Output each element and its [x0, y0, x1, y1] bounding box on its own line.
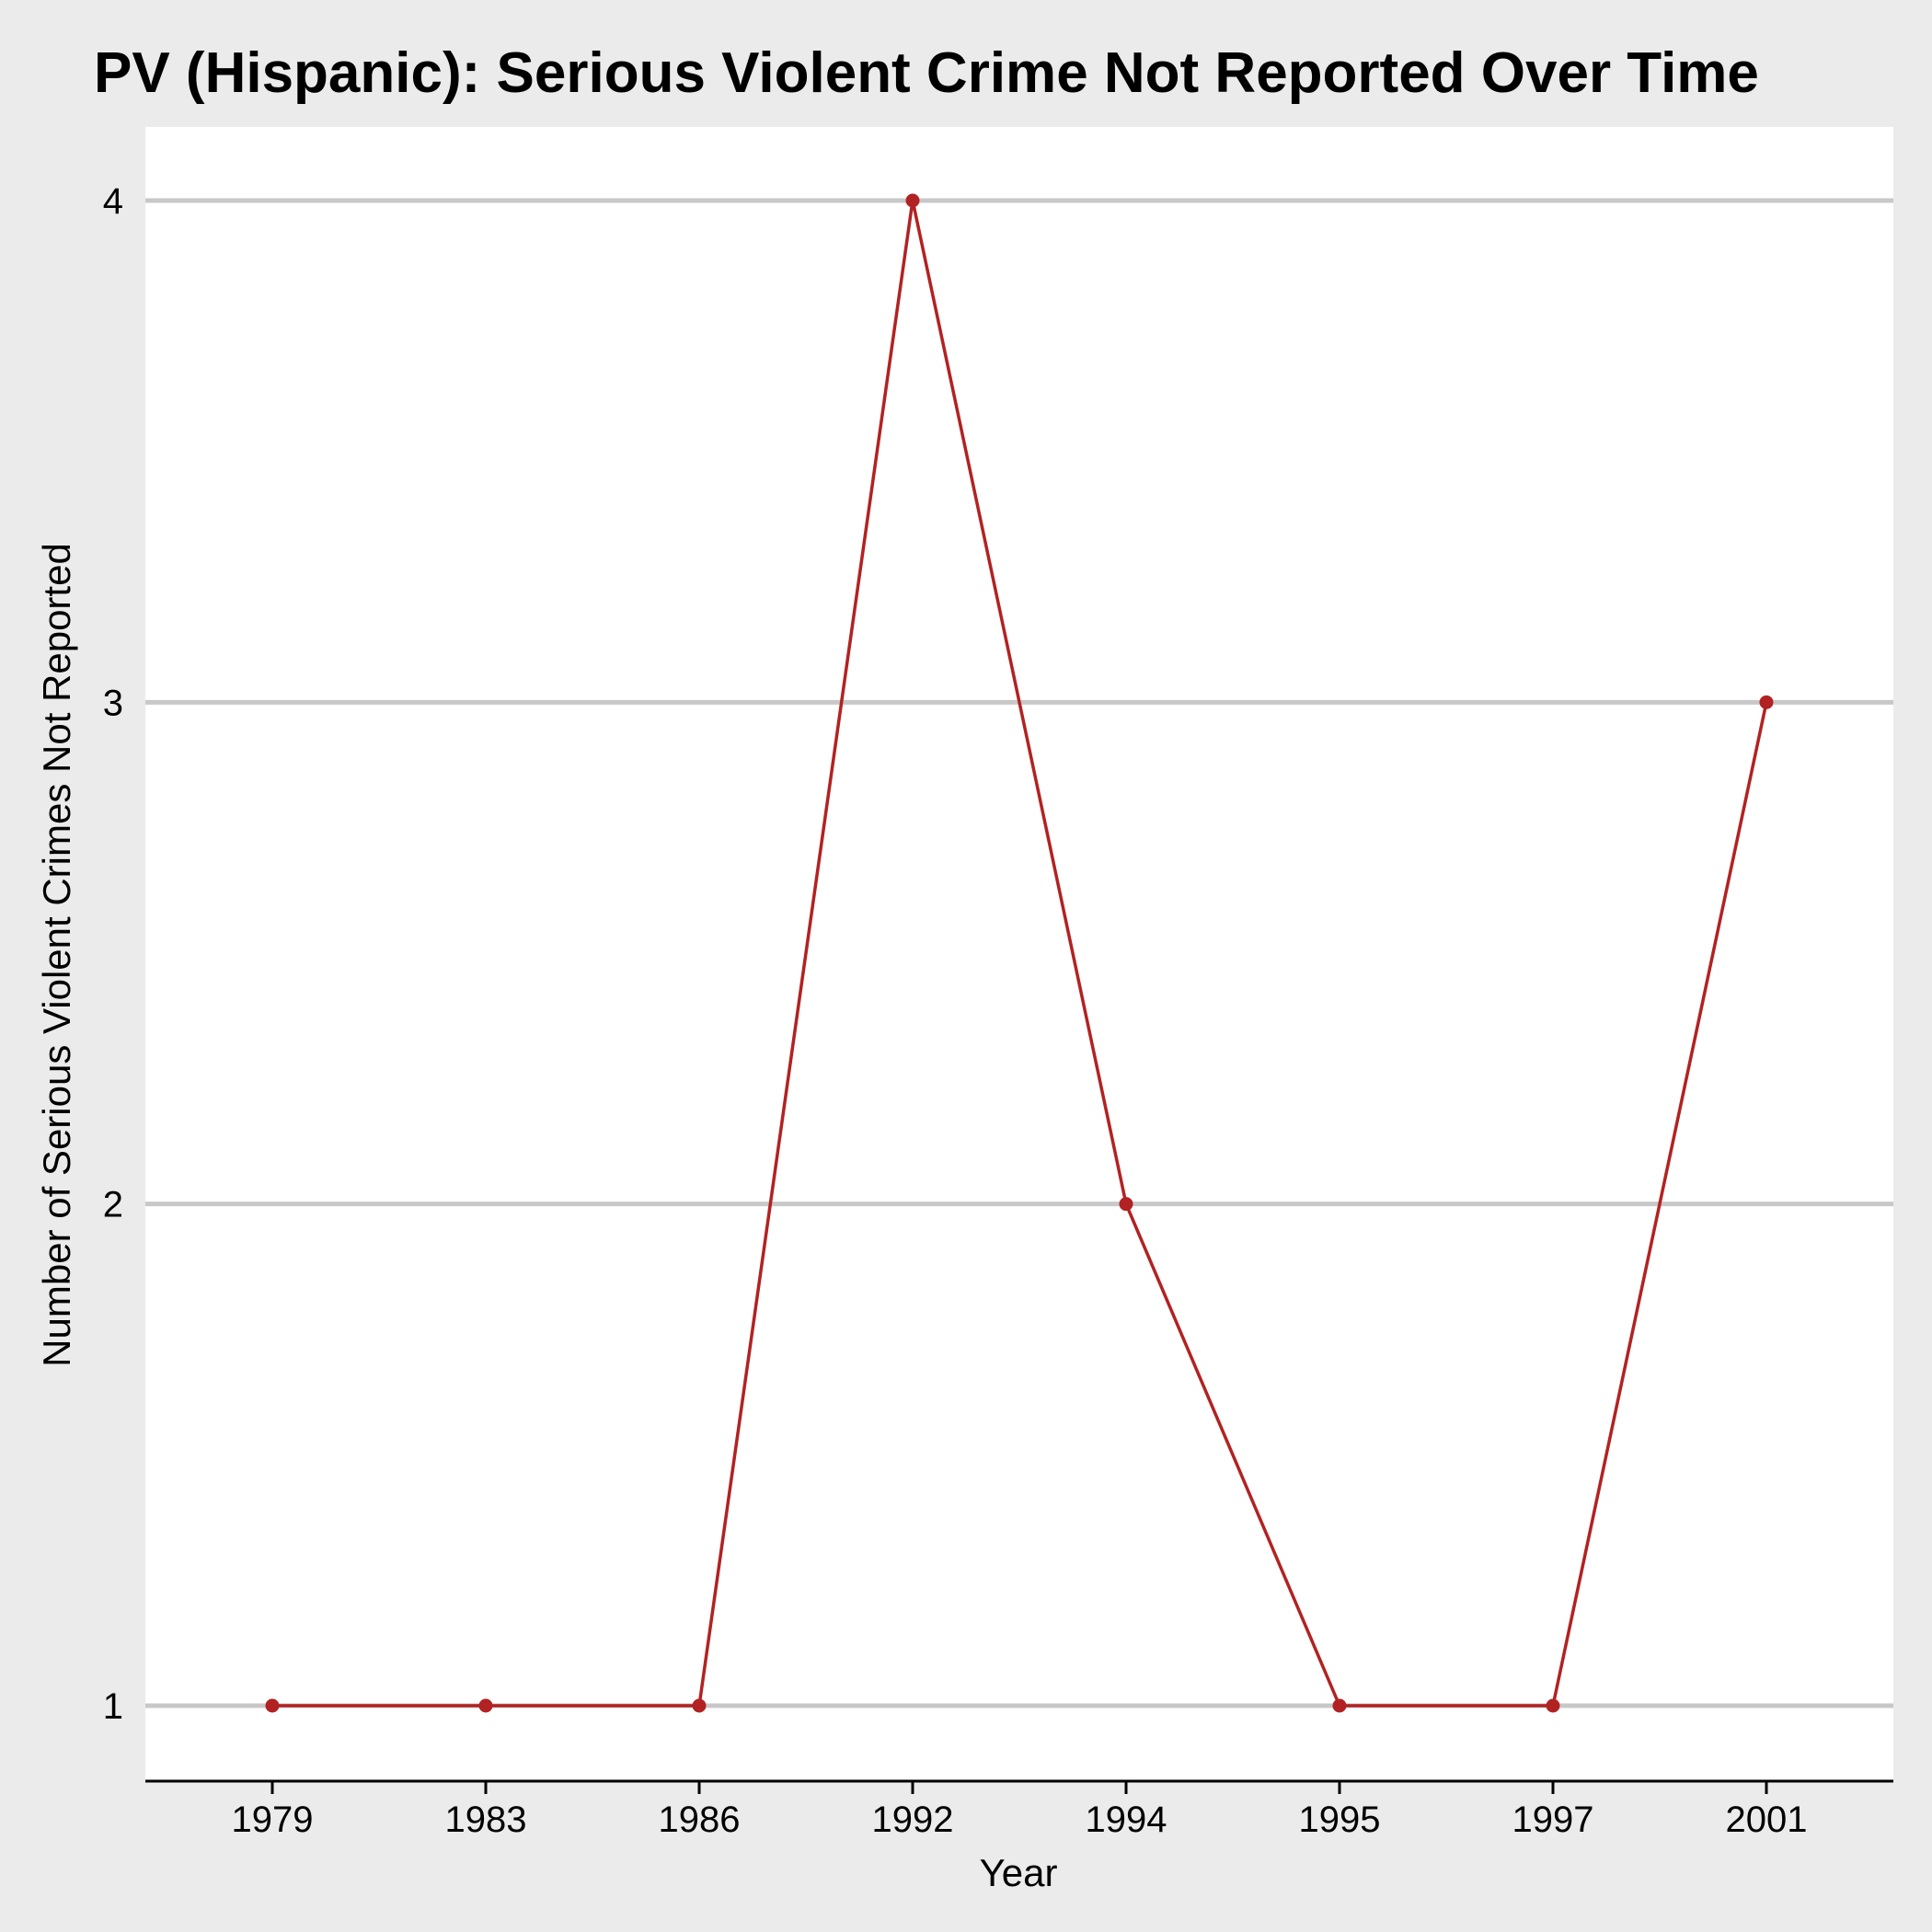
- data-point-1983: [478, 1698, 493, 1713]
- x-tick-label-1979: 1979: [232, 1800, 314, 1840]
- series-group: [265, 193, 1774, 1713]
- y-tick-label-4: 4: [103, 181, 123, 222]
- x-tick-label-1994: 1994: [1086, 1800, 1167, 1840]
- x-tick-label-1983: 1983: [445, 1800, 527, 1840]
- x-tick-label-2001: 2001: [1726, 1800, 1808, 1840]
- x-axis: [145, 1779, 1893, 1794]
- y-axis-ticks: 1 2 3 4: [103, 181, 123, 1727]
- x-axis-ticks: 1979 1983 1986 1992 1994 1995 1997 2001: [232, 1800, 1808, 1840]
- data-point-1994: [1119, 1197, 1133, 1212]
- data-point-1979: [265, 1698, 280, 1713]
- x-tick-label-1986: 1986: [659, 1800, 741, 1840]
- data-point-2001: [1759, 695, 1774, 709]
- chart-title: PV (Hispanic): Serious Violent Crime Not…: [94, 41, 1759, 105]
- x-tick-label-1992: 1992: [872, 1800, 954, 1840]
- x-tick-label-1995: 1995: [1299, 1800, 1381, 1840]
- series-line-0: [272, 199, 1768, 1708]
- data-point-1995: [1332, 1698, 1347, 1713]
- y-tick-label-1: 1: [103, 1686, 123, 1727]
- x-axis-label: Year: [980, 1851, 1058, 1894]
- data-point-1992: [905, 193, 920, 208]
- y-axis-label: Number of Serious Violent Crimes Not Rep…: [35, 543, 78, 1367]
- data-point-1986: [692, 1698, 707, 1713]
- y-tick-label-2: 2: [103, 1185, 123, 1225]
- data-point-1997: [1546, 1698, 1560, 1713]
- x-tick-label-1997: 1997: [1512, 1800, 1594, 1840]
- y-tick-label-3: 3: [103, 683, 123, 723]
- panel-background: [145, 127, 1893, 1781]
